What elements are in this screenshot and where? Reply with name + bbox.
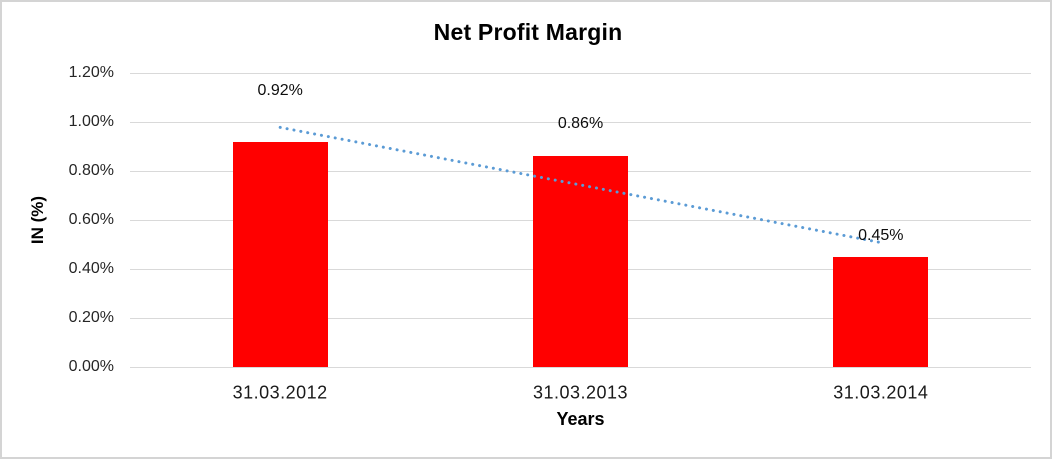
data-label: 0.45% bbox=[858, 226, 904, 244]
y-tick-label: 0.80% bbox=[68, 162, 114, 179]
data-label: 0.86% bbox=[557, 115, 604, 133]
gridline bbox=[130, 122, 1031, 123]
x-category-label: 31.03.2013 bbox=[532, 382, 629, 403]
chart-title: Net Profit Margin bbox=[433, 19, 623, 45]
bar bbox=[232, 141, 328, 367]
gridline bbox=[130, 73, 1031, 74]
y-tick-label: 1.00% bbox=[68, 113, 114, 130]
x-category-label: 31.03.2014 bbox=[833, 382, 929, 403]
x-category-label: 31.03.2012 bbox=[232, 382, 328, 403]
y-tick-label: 0.00% bbox=[68, 358, 114, 375]
gridline bbox=[130, 367, 1031, 368]
trendline bbox=[278, 125, 883, 245]
x-axis-title: Years bbox=[556, 409, 605, 429]
bar bbox=[833, 256, 929, 367]
y-tick-label: 0.20% bbox=[68, 309, 114, 326]
plot-area: 0.92% 0.86% 0.45% bbox=[130, 73, 1031, 368]
data-label: 0.92% bbox=[257, 81, 303, 99]
y-tick-label: 0.40% bbox=[68, 260, 114, 277]
bar bbox=[533, 156, 628, 367]
y-tick-label: 1.20% bbox=[68, 64, 114, 81]
y-tick-label: 0.60% bbox=[68, 211, 114, 228]
